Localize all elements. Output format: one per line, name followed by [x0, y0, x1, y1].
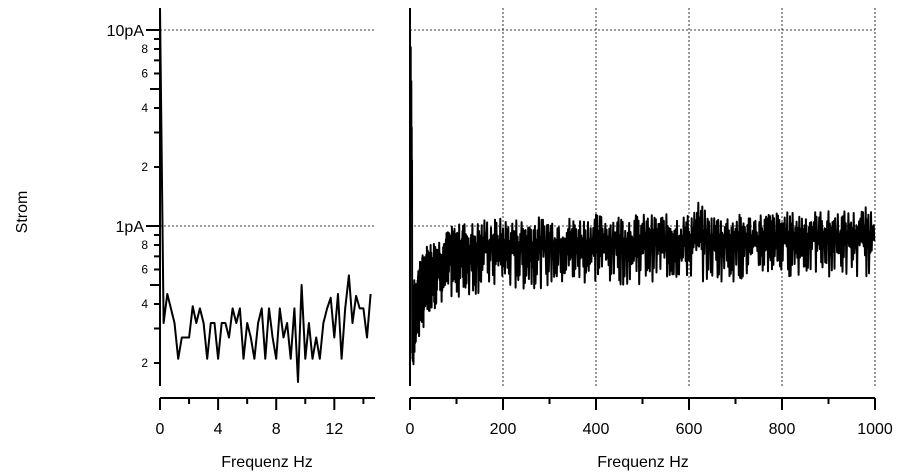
- series-line-low: [159, 7, 372, 383]
- x-axis-title-low: Frequenz Hz: [221, 454, 313, 471]
- y-axis-title: Strom: [14, 191, 31, 234]
- y-minor-tick-label: 4: [141, 101, 148, 115]
- y-minor-tick-label: 6: [141, 262, 148, 276]
- x-tick-label: 0: [406, 421, 415, 438]
- axes-layer: 8 6 4 2 8 6 4 2 10pA 1pA 0 4 8 12 0 200 400 600 800 1000: [107, 8, 893, 438]
- y-minor-tick-label: 6: [141, 66, 148, 80]
- x-tick-label: 400: [583, 421, 610, 438]
- y-major-tick-label: 1pA: [116, 219, 145, 236]
- y-minor-tick-label: 4: [141, 297, 148, 311]
- x-tick-label: 800: [769, 421, 796, 438]
- y-minor-tick-label: 8: [141, 42, 148, 56]
- x-tick-label: 1000: [857, 421, 893, 438]
- y-minor-tick-label: 2: [141, 160, 148, 174]
- y-major-tick-label: 10pA: [107, 23, 145, 40]
- x-tick-label: 4: [214, 421, 223, 438]
- x-tick-label: 8: [272, 421, 281, 438]
- series-line-full: [409, 17, 876, 366]
- y-minor-tick-label: 2: [141, 356, 148, 370]
- data-layer: [159, 7, 876, 383]
- x-tick-label: 12: [325, 421, 343, 438]
- x-tick-label: 600: [676, 421, 703, 438]
- x-axis-title-full: Frequenz Hz: [597, 454, 689, 471]
- x-tick-label: 0: [156, 421, 165, 438]
- y-minor-tick-label: 8: [141, 238, 148, 252]
- x-tick-label: 200: [490, 421, 517, 438]
